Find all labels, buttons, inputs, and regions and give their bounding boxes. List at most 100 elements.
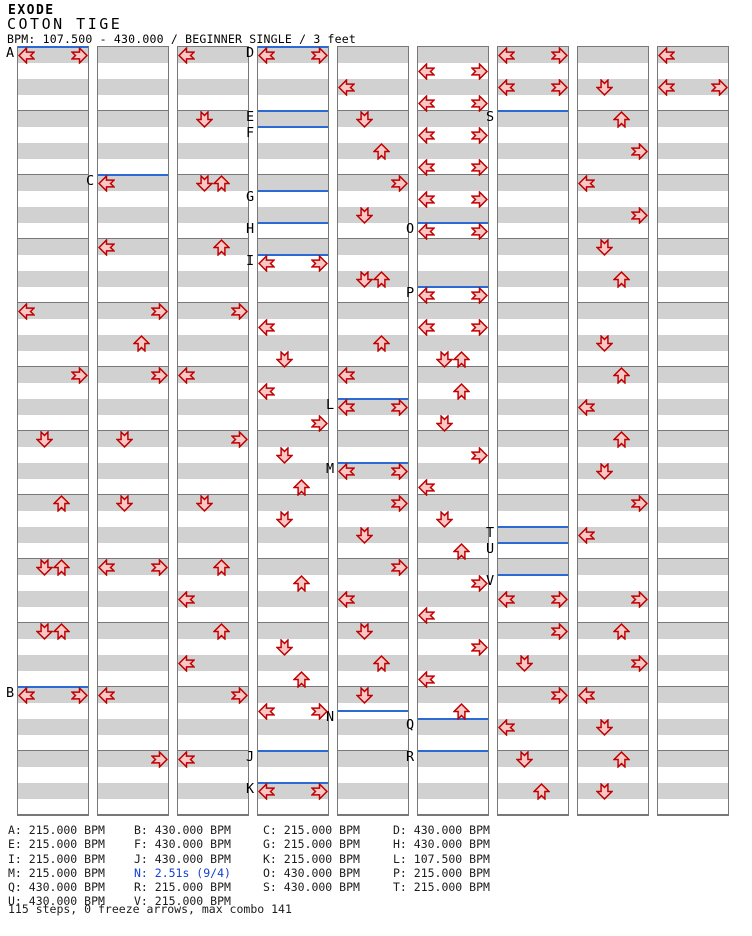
bpm-marker-letter-Q: Q bbox=[406, 717, 415, 733]
left-arrow bbox=[418, 94, 436, 112]
right-arrow bbox=[390, 462, 408, 480]
left-arrow bbox=[18, 302, 36, 320]
left-arrow bbox=[418, 286, 436, 304]
legend-entry-V: V: 215.000 BPM bbox=[134, 894, 231, 909]
up-arrow bbox=[213, 174, 231, 192]
bpm-change-line-P bbox=[418, 286, 488, 288]
right-arrow bbox=[630, 494, 648, 512]
left-arrow bbox=[658, 46, 676, 64]
left-arrow bbox=[418, 318, 436, 336]
bpm-marker-letter-L: L bbox=[326, 397, 335, 413]
legend-entry-O: O: 430.000 BPM bbox=[263, 865, 360, 880]
left-arrow bbox=[258, 46, 276, 64]
chart-subtitle: BPM: 107.500 - 430.000 / BEGINNER SINGLE… bbox=[7, 32, 357, 46]
left-arrow bbox=[98, 238, 116, 256]
down-arrow bbox=[195, 174, 213, 192]
left-arrow bbox=[418, 670, 436, 688]
down-arrow bbox=[355, 686, 373, 704]
up-arrow bbox=[453, 350, 471, 368]
left-arrow bbox=[418, 190, 436, 208]
bpm-marker-letter-C: C bbox=[86, 173, 95, 189]
left-arrow bbox=[498, 718, 516, 736]
bpm-marker-letter-S: S bbox=[486, 109, 495, 125]
down-arrow bbox=[35, 430, 53, 448]
left-arrow bbox=[498, 46, 516, 64]
legend-entry-P: P: 215.000 BPM bbox=[393, 865, 490, 880]
bpm-marker-letter-T: T bbox=[486, 525, 495, 541]
left-arrow bbox=[178, 750, 196, 768]
left-arrow bbox=[98, 686, 116, 704]
down-arrow bbox=[355, 110, 373, 128]
up-arrow bbox=[293, 574, 311, 592]
down-arrow bbox=[195, 494, 213, 512]
up-arrow bbox=[613, 110, 631, 128]
left-arrow bbox=[658, 78, 676, 96]
legend-entry-L: L: 107.500 BPM bbox=[393, 851, 490, 866]
up-arrow bbox=[453, 542, 471, 560]
bpm-marker-letter-V: V bbox=[486, 573, 495, 589]
down-arrow bbox=[195, 110, 213, 128]
up-arrow bbox=[613, 366, 631, 384]
right-arrow bbox=[630, 206, 648, 224]
right-arrow bbox=[70, 686, 88, 704]
up-arrow bbox=[373, 654, 391, 672]
left-arrow bbox=[178, 46, 196, 64]
right-arrow bbox=[470, 638, 488, 656]
down-arrow bbox=[435, 510, 453, 528]
right-arrow bbox=[630, 654, 648, 672]
down-arrow bbox=[595, 718, 613, 736]
bpm-change-line-L bbox=[338, 398, 408, 400]
left-arrow bbox=[178, 366, 196, 384]
up-arrow bbox=[373, 334, 391, 352]
right-arrow bbox=[310, 782, 328, 800]
right-arrow bbox=[470, 446, 488, 464]
chart-column-8 bbox=[577, 46, 649, 816]
down-arrow bbox=[435, 414, 453, 432]
left-arrow bbox=[338, 462, 356, 480]
up-arrow bbox=[613, 750, 631, 768]
chart-column-5: L M N bbox=[326, 46, 409, 816]
up-arrow bbox=[213, 558, 231, 576]
left-arrow bbox=[418, 606, 436, 624]
down-arrow bbox=[515, 750, 533, 768]
song-title: COTON TIGE bbox=[7, 15, 123, 33]
legend-entry-T: T: 215.000 BPM bbox=[393, 880, 490, 895]
bpm-change-line-S bbox=[498, 110, 568, 112]
down-arrow bbox=[275, 446, 293, 464]
right-arrow bbox=[550, 46, 568, 64]
right-arrow bbox=[550, 78, 568, 96]
up-arrow bbox=[613, 270, 631, 288]
bpm-marker-letter-A: A bbox=[6, 45, 15, 61]
left-arrow bbox=[258, 254, 276, 272]
right-arrow bbox=[150, 750, 168, 768]
right-arrow bbox=[470, 158, 488, 176]
chart-column-9 bbox=[657, 46, 729, 816]
right-arrow bbox=[470, 190, 488, 208]
left-arrow bbox=[578, 174, 596, 192]
right-arrow bbox=[550, 622, 568, 640]
right-arrow bbox=[230, 686, 248, 704]
left-arrow bbox=[498, 78, 516, 96]
up-arrow bbox=[373, 270, 391, 288]
right-arrow bbox=[70, 46, 88, 64]
bpm-marker-letter-E: E bbox=[246, 109, 255, 125]
bpm-marker-letter-K: K bbox=[246, 781, 255, 797]
left-arrow bbox=[338, 590, 356, 608]
up-arrow bbox=[133, 334, 151, 352]
right-arrow bbox=[150, 366, 168, 384]
app-name: EXODE bbox=[8, 3, 55, 18]
right-arrow bbox=[390, 558, 408, 576]
right-arrow bbox=[470, 318, 488, 336]
bpm-change-line-T bbox=[498, 526, 568, 528]
right-arrow bbox=[150, 302, 168, 320]
bpm-change-line-H bbox=[258, 222, 328, 224]
right-arrow bbox=[630, 590, 648, 608]
bpm-change-line-M bbox=[338, 462, 408, 464]
right-arrow bbox=[310, 702, 328, 720]
right-arrow bbox=[470, 574, 488, 592]
left-arrow bbox=[338, 78, 356, 96]
